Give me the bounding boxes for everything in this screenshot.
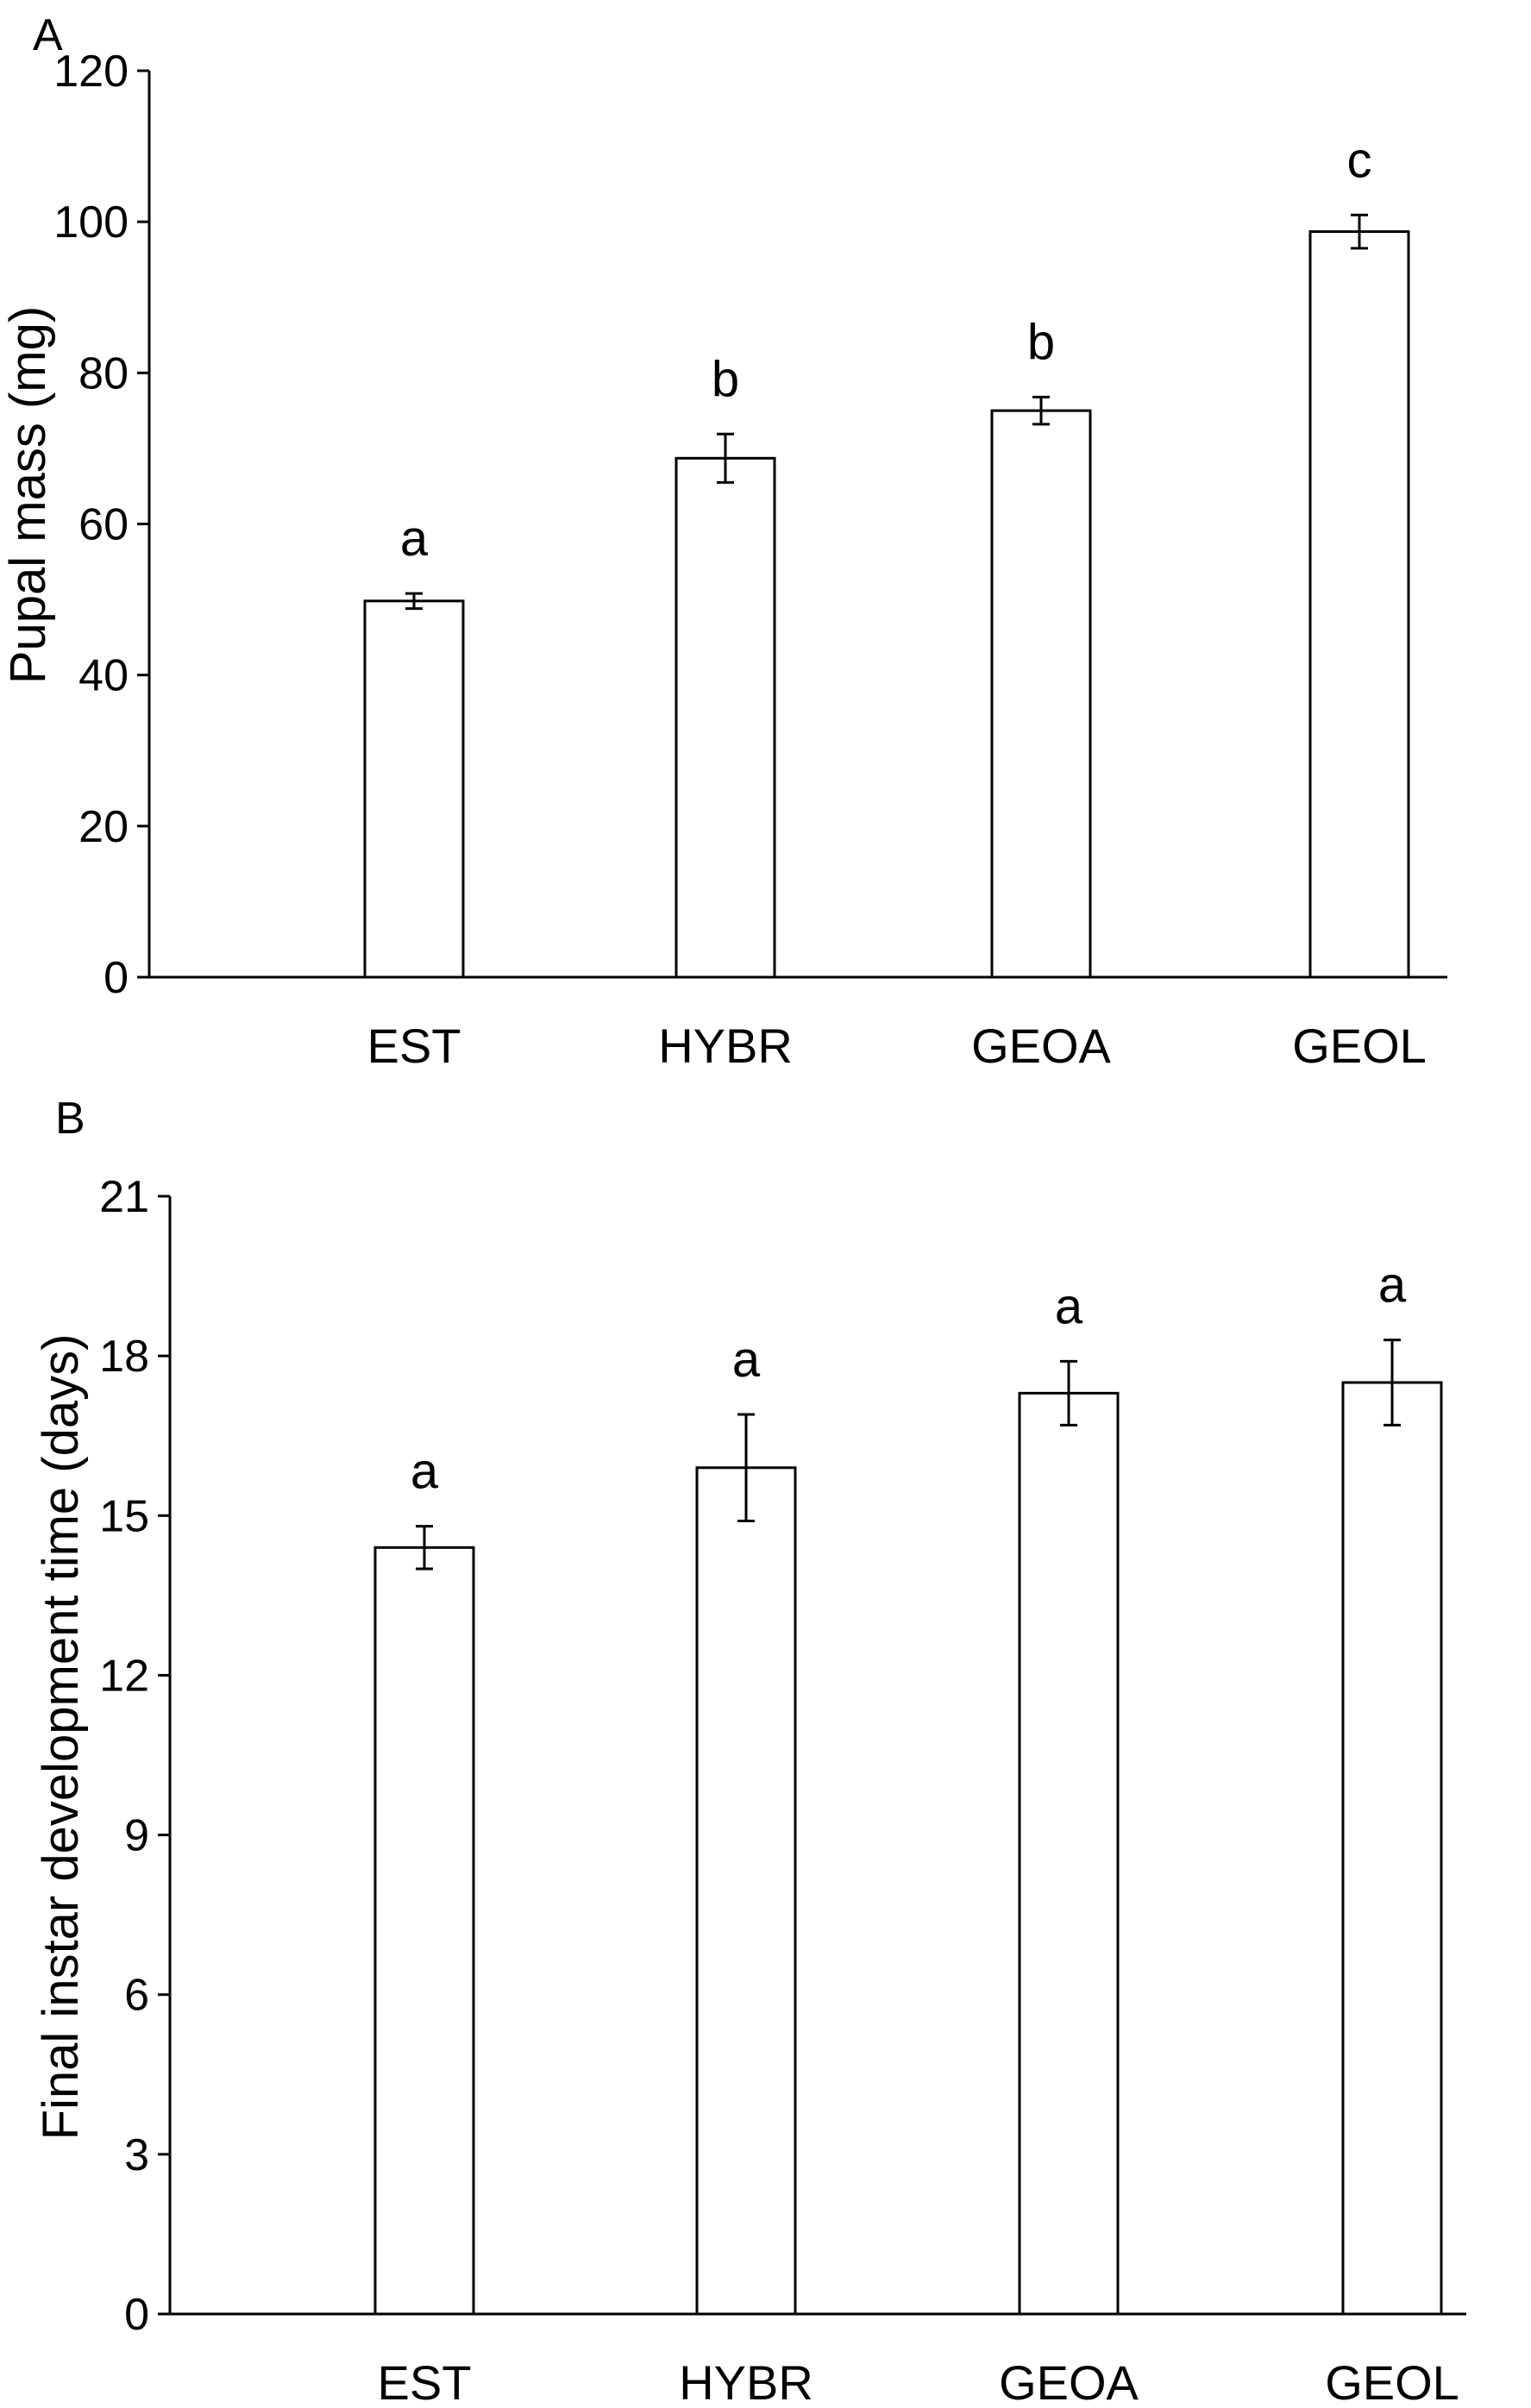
panel-a-plot-area: 0 20 40 60 80 100 120 a EST b HYBR b GEOA c GEOL: [53, 47, 1447, 1073]
panel-a-y-axis-title: Pupal mass (mg): [0, 306, 56, 684]
panel-a-y-tick-label: 40: [78, 651, 129, 701]
panel-b-significance-label-hybr: a: [732, 1332, 761, 1388]
panel-a-x-tick-label-hybr: HYBR: [658, 1019, 793, 1073]
panel-b-plot-area: 0 3 6 9 12 15 18 21 a EST a HYBR a GEOA a GEOL: [99, 1172, 1466, 2408]
panel-b-y-tick-label: 15: [99, 1491, 149, 1541]
panel-b-y-tick-label: 0: [124, 2290, 149, 2340]
panel-b-x-tick-label-geoa: GEOA: [999, 2355, 1139, 2408]
panel-b: B Final instar development time (days) 0…: [33, 1094, 1466, 2408]
panel-b-significance-label-geol: a: [1378, 1257, 1407, 1314]
panel-b-label: B: [55, 1094, 85, 1144]
panel-b-x-tick-label-hybr: HYBR: [679, 2355, 813, 2408]
panel-a-label: A: [33, 10, 63, 60]
panel-a-x-tick-label-geoa: GEOA: [971, 1019, 1111, 1073]
panel-a-y-tick-label: 80: [78, 348, 129, 398]
panel-b-y-tick-label: 21: [99, 1172, 149, 1222]
panel-a-bar-geol: [1308, 230, 1410, 979]
panel-b-y-tick-label: 9: [124, 1811, 149, 1861]
panel-b-x-tick-label-est: EST: [378, 2355, 472, 2408]
panel-b-y-tick-label: 6: [124, 1971, 149, 2021]
panel-a-x-tick-label-geol: GEOL: [1292, 1019, 1427, 1073]
panel-b-y-tick-label: 3: [124, 2130, 149, 2180]
panel-a-y-tick-label: 60: [78, 500, 129, 550]
panel-a-y-tick-label: 0: [104, 953, 129, 1003]
panel-a-x-tick-label-est: EST: [367, 1019, 461, 1073]
panel-b-bar-geoa: [1018, 1391, 1120, 2316]
panel-b-significance-label-est: a: [411, 1444, 439, 1500]
panel-b-y-axis-title: Final instar development time (days): [33, 1334, 89, 2141]
panel-b-x-tick-label-geol: GEOL: [1325, 2355, 1459, 2408]
panel-a-y-tick-label: 100: [53, 198, 129, 248]
panel-a-significance-label-est: a: [400, 511, 429, 567]
panel-a-bar-est: [363, 599, 465, 979]
panel-a-bar-hybr: [675, 456, 776, 979]
panel-b-y-tick-label: 12: [99, 1651, 149, 1701]
panel-b-bar-est: [373, 1546, 475, 2316]
panel-b-bar-geol: [1341, 1381, 1443, 2316]
panel-a-significance-label-geoa: b: [1027, 314, 1055, 370]
panel-a: A Pupal mass (mg) 0 20 40 60 80 100 120 a EST b HY…: [0, 10, 1447, 1073]
panel-a-y-tick-label: 120: [53, 47, 129, 97]
panel-a-significance-label-hybr: b: [712, 351, 739, 407]
panel-a-bar-geoa: [990, 409, 1092, 979]
panel-b-significance-label-geoa: a: [1055, 1278, 1083, 1334]
panel-a-significance-label-geol: c: [1347, 132, 1372, 188]
panel-b-bar-hybr: [695, 1466, 797, 2316]
panel-a-y-tick-label: 20: [78, 802, 129, 852]
panel-b-y-tick-label: 18: [99, 1332, 149, 1382]
